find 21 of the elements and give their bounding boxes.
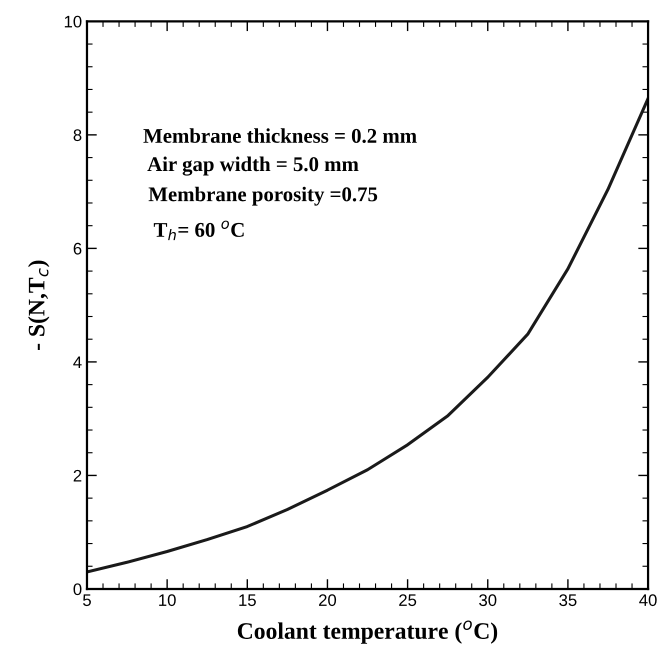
- annotation: Membrane porosity =0.75: [148, 186, 378, 206]
- line-series: [86, 97, 648, 574]
- annotation: Air gap width = 5.0 mm: [147, 156, 359, 176]
- annotation: T$_{h}$= 60 $^{o}$C: [154, 220, 244, 240]
- x-tick-label: 25: [399, 594, 416, 606]
- x-tick-label: 40: [639, 594, 657, 606]
- x-tick-label: 35: [559, 594, 576, 606]
- x-tick-label: 5: [83, 594, 91, 606]
- y-tick-label: 4: [73, 356, 82, 368]
- y-tick-label: 8: [74, 129, 82, 142]
- y-tick-label: 2: [74, 470, 82, 482]
- annotation: Membrane thickness = 0.2 mm: [143, 128, 417, 144]
- y-axis-title: - S(N,T$_{c}$): [28, 260, 50, 350]
- x-axis-title: Coolant temperature ($^{o}$C): [238, 620, 498, 644]
- x-tick-label: 30: [479, 594, 496, 606]
- y-tick-label: 6: [74, 242, 82, 255]
- y-tick-label: 0: [74, 583, 82, 596]
- x-tick-label: 20: [319, 594, 336, 606]
- x-tick-label: 10: [159, 594, 176, 606]
- x-tick-label: 15: [239, 594, 256, 606]
- y-tick-label: 10: [64, 16, 82, 28]
